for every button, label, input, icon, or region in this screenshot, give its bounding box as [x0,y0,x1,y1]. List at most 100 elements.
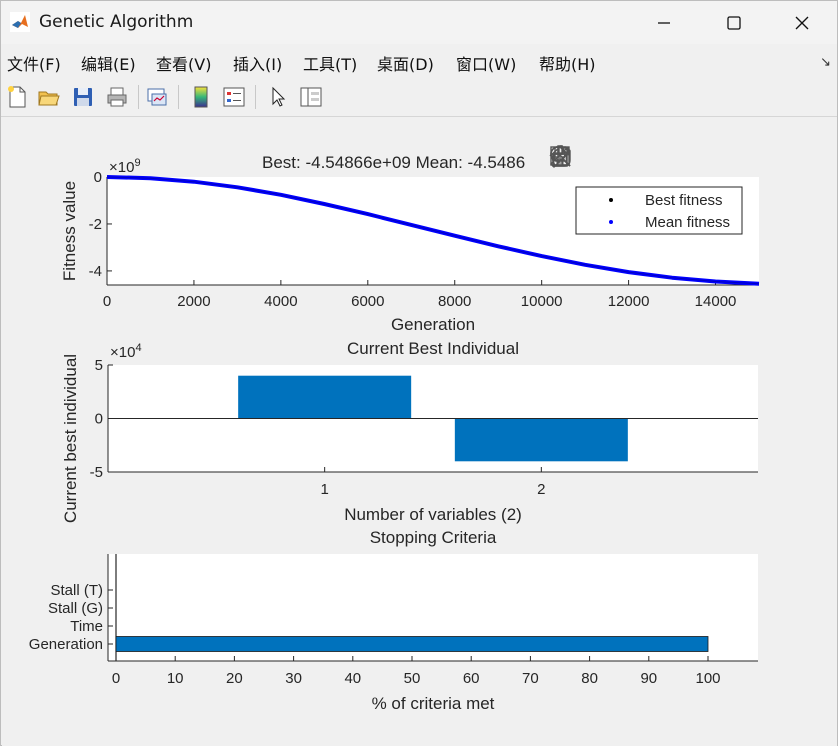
fitness-y-exponent-power: 9 [134,157,140,169]
fitness-title: Best: -4.54866e+09 Mean: -4.5486 [262,153,525,172]
link-plot-button[interactable] [143,83,171,111]
legend-button[interactable] [220,83,248,111]
fitness-y-tick-label: -2 [89,216,102,233]
fitness-x-tick-label: 14000 [695,293,737,310]
individual-y-tick-label: -5 [90,464,103,481]
menu-desktop[interactable]: 桌面(D) [377,55,434,74]
menu-view[interactable]: 查看(V) [156,55,212,74]
criteria-x-tick-label: 40 [344,670,361,687]
criteria-x-tick-label: 10 [167,670,184,687]
zoom-in-button[interactable] [550,144,706,174]
menu-insert[interactable]: 插入(I) [233,55,283,74]
criteria-x-tick-label: 70 [522,670,539,687]
fitness-x-label: Generation [391,315,475,334]
print-icon [107,87,127,107]
maximize-button[interactable] [699,1,769,44]
figure-toolbar [1,79,837,117]
data-tips-button[interactable] [550,144,642,174]
criteria-y-tick-label: Time [70,618,103,635]
criteria-x-tick-label: 0 [112,670,120,687]
menu-window[interactable]: 窗口(W) [456,55,517,74]
criteria-title: Stopping Criteria [370,528,497,547]
matlab-logo-icon [10,12,30,32]
close-button[interactable] [767,1,837,44]
minimize-icon [658,21,670,24]
title-bar[interactable]: Genetic Algorithm [1,1,837,44]
data-brush-button[interactable] [552,144,610,174]
new-figure-button[interactable] [3,83,31,111]
fitness-x-tick-label: 8000 [438,293,471,310]
maximize-icon [727,15,741,30]
legend-mean-marker [609,220,613,224]
link-plot-icon [147,88,167,106]
fitness-legend [575,186,743,235]
individual-x-tick-label: 2 [537,481,545,498]
criteria-x-tick-label: 20 [226,670,243,687]
axes-toolbar-backdrop [547,144,762,174]
fitness-x-tick-label: 12000 [608,293,650,310]
menu-dock-icon[interactable]: ↘ [820,54,831,69]
fitness-x-tick-label: 10000 [521,293,563,310]
menu-edit[interactable]: 编辑(E) [81,55,136,74]
criteria-y-tick-label: Generation [29,636,103,653]
fitness-y-label: Fitness value [60,181,79,281]
menu-tools[interactable]: 工具(T) [303,55,358,74]
criteria-x-tick-label: 80 [581,670,598,687]
individual-x-tick-label: 1 [320,481,328,498]
pointer-button[interactable] [264,83,292,111]
criteria-y-tick-label: Stall (T) [51,582,104,599]
individual-bar [454,418,628,462]
individual-title: Current Best Individual [347,339,519,358]
criteria-x-tick-label: 100 [695,670,720,687]
legend-icon [223,87,245,107]
print-button[interactable] [103,83,131,111]
restore-view-button[interactable] [549,144,770,174]
individual-y-tick-label: 5 [95,357,103,374]
individual-x-label: Number of variables (2) [344,505,522,524]
criteria-x-tick-label: 60 [463,670,480,687]
open-file-icon [38,91,60,106]
window-title: Genetic Algorithm [39,12,194,32]
criteria-x-tick-label: 90 [640,670,657,687]
fitness-x-tick-label: 0 [103,293,111,310]
toolbar-separator [138,85,139,109]
plots-svg: 0 2000 4000 6000 8000 10000 12000 140000-2-4×10… [29,144,762,713]
best-fitness-line [106,176,760,285]
minimize-button[interactable] [629,1,699,44]
fitness-y-tick-label: 0 [94,169,102,186]
individual-y-label: Current best individual [61,354,80,523]
new-figure-icon [8,86,26,108]
legend-mean-label: Mean fitness [645,214,730,231]
fitness-x-tick-label: 2000 [177,293,210,310]
individual-y-exponent-power: 4 [135,342,141,354]
criteria-y-tick-label: Stall (G) [48,600,103,617]
menu-bar: 文件(F) 编辑(E) 查看(V) 插入(I) 工具(T) 桌面(D) 窗口(W… [1,45,837,77]
legend-best-label: Best fitness [645,192,723,209]
fitness-y-tick-label: -4 [89,263,102,280]
zoom-out-button[interactable] [550,144,738,174]
save-button[interactable] [69,83,97,111]
toolbar-separator [178,85,179,109]
pan-button[interactable] [550,144,674,174]
home-restore-icon [549,145,571,166]
legend-best-marker [609,198,613,202]
save-icon [74,88,92,106]
figure-canvas: 0 2000 4000 6000 8000 10000 12000 14000 0 -2 -4 ×10… [2,118,837,746]
menu-help[interactable]: 帮助(H) [539,55,596,74]
toolbar-separator [255,85,256,109]
colorbar-button[interactable] [187,83,215,111]
axes-toolbar [548,144,770,174]
property-inspector-button[interactable] [297,83,325,111]
criteria-x-tick-label: 50 [404,670,421,687]
pointer-icon [272,86,286,107]
individual-y-tick-label: 0 [95,411,103,428]
criteria-bar [115,636,709,652]
menu-file[interactable]: 文件(F) [7,55,61,74]
fitness-x-tick-label: 4000 [264,293,297,310]
individual-bar [238,375,412,419]
mean-fitness-line [106,175,760,286]
fitness-x-tick-label: 6000 [351,293,384,310]
criteria-x-tick-label: 30 [285,670,302,687]
open-file-button[interactable] [35,83,63,111]
